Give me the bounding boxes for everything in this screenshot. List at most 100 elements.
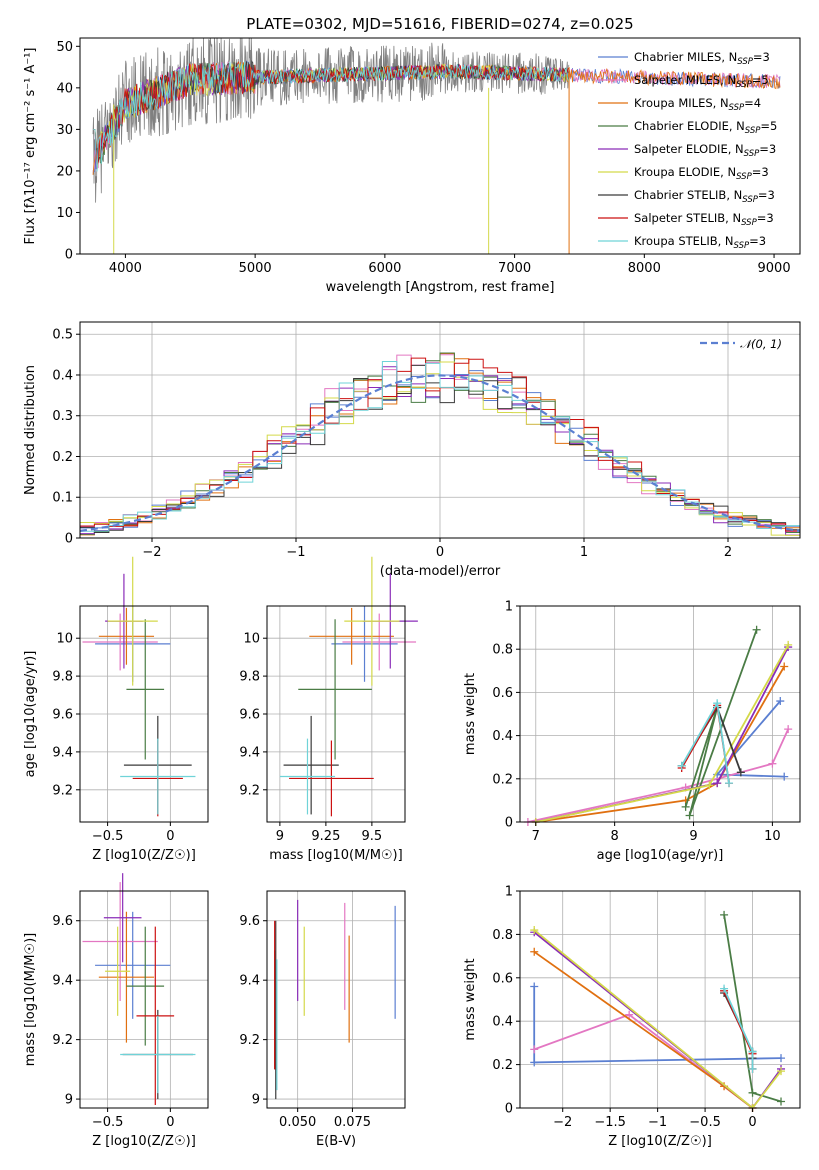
legend-entry-9: Kroupa STELIB, NSSP=3	[634, 234, 766, 251]
legend-value: =3	[758, 188, 775, 202]
x-tick-label: 1	[580, 545, 588, 560]
legend-subscript: SSP	[736, 80, 752, 90]
plot-area	[82, 873, 196, 1106]
x-axis-label: Z [log10(Z/Z☉)]	[92, 1134, 196, 1149]
y-tick-label: 9.2	[52, 783, 73, 798]
weight-marker	[777, 1097, 786, 1106]
x-tick-label: −2	[553, 1115, 572, 1130]
weight-marker	[784, 725, 793, 734]
legend-text: Chabrier ELODIE, N	[634, 119, 745, 133]
plot-area	[80, 352, 800, 538]
legend-entry-2: Salpeter MILES, NSSP=5	[634, 73, 769, 90]
axes-frame	[266, 890, 406, 1109]
y-tick-label: 9.6	[52, 914, 73, 929]
x-tick-label: 9	[276, 829, 284, 844]
weight-marker	[768, 759, 777, 768]
x-tick-label: 9	[689, 829, 697, 844]
x-tick-label: 0.075	[334, 1115, 371, 1130]
y-tick-label: 9.2	[239, 783, 260, 798]
legend-subscript: SSP	[744, 149, 760, 159]
x-tick-label: −0.5	[689, 1115, 721, 1130]
y-tick-label: 9.6	[52, 708, 73, 723]
ebv-mass-panel: 0.050 0.075 9 9.2 9.4 9.6 E(B-V)	[239, 890, 406, 1149]
y-tick-label: 40	[56, 81, 73, 96]
legend-entry-5: Salpeter ELODIE, NSSP=3	[634, 142, 776, 159]
legend-value: =3	[749, 234, 766, 248]
residuals-panel: −2 −1 0 1 2 0 0.1 0.2 0.3 0.4 0.5 (data-model)/erro…	[23, 321, 801, 579]
x-tick-label: 2	[724, 545, 732, 560]
y-tick-label: 0.2	[492, 772, 513, 787]
y-tick-label: 0.6	[492, 686, 513, 701]
x-tick-label: 10	[764, 829, 781, 844]
weight-marker	[677, 761, 686, 770]
weight-marker	[780, 772, 789, 781]
weight-marker	[530, 926, 539, 935]
y-tick-label: 0.2	[492, 1058, 513, 1073]
legend-value: =3	[759, 142, 776, 156]
x-axis-label: mass [log10(M/M☉)]	[269, 848, 402, 863]
weight-marker	[685, 811, 694, 820]
weight-marker	[530, 1058, 539, 1067]
x-tick-label: −1.5	[594, 1115, 626, 1130]
y-tick-label: 9.4	[52, 745, 73, 760]
legend-gaussian-label: 𝒩(0, 1)	[740, 337, 782, 351]
x-axis-label: (data-model)/error	[380, 564, 501, 579]
x-tick-label: 0.050	[279, 1115, 316, 1130]
y-tick-label: 50	[56, 40, 73, 55]
legend-text: Salpeter MILES, N	[634, 73, 736, 87]
legend-value: =3	[753, 50, 770, 64]
axes-frame	[519, 605, 801, 823]
x-tick-label: 9.5	[362, 829, 383, 844]
x-tick-label: −2	[142, 545, 161, 560]
x-tick-label: 4000	[109, 261, 142, 276]
y-tick-label: 9	[65, 1093, 73, 1108]
axes-frame	[79, 890, 209, 1109]
x-tick-label: −0.5	[92, 829, 124, 844]
weight-marker	[752, 625, 761, 634]
x-axis-label: Z [log10(Z/Z☉)]	[92, 848, 196, 863]
y-tick-label: 0.4	[52, 368, 73, 383]
weight-line-2	[527, 728, 790, 823]
plot-area	[279, 556, 418, 817]
legend-text: Salpeter ELODIE, N	[634, 142, 744, 156]
weight-marker	[713, 779, 722, 788]
y-tick-label: 10	[56, 206, 73, 221]
z-age-panel: −0.5 0 9.2 9.4 9.6 9.8 10 Z [log10(Z/Z☉)] age [l…	[23, 556, 209, 863]
weight-marker	[530, 947, 539, 956]
y-tick-label: 0.6	[492, 971, 513, 986]
y-axis-label: mass [log10(M/M☉)]	[23, 933, 38, 1066]
y-axis-label: mass weight	[463, 673, 478, 755]
model-spectrum-9	[93, 61, 569, 172]
x-axis-label: E(B-V)	[316, 1134, 356, 1149]
age-weight-panel: 7 8 9 10 0 0.2 0.4 0.6 0.8 1 age [log10(age/yr)] ma…	[463, 600, 801, 863]
y-tick-label: 0.8	[492, 928, 513, 943]
y-axis-label: mass weight	[463, 958, 478, 1040]
y-axis-label: Normed distribution	[23, 365, 38, 495]
z-mass-panel: −0.5 0 9 9.2 9.4 9.6 Z [log10(Z/Z☉)] mass [log1…	[23, 873, 209, 1149]
weight-marker	[748, 1064, 757, 1073]
x-tick-label: 9.25	[311, 829, 340, 844]
weight-marker	[725, 779, 734, 788]
y-tick-label: 1	[505, 600, 513, 615]
y-tick-label: 9.2	[52, 1033, 73, 1048]
y-tick-label: 9.2	[239, 1033, 260, 1048]
legend-value: =3	[757, 211, 774, 225]
y-axis-label: Flux [fλ10⁻¹⁷ erg cm⁻² s⁻¹ A⁻¹]	[23, 48, 38, 245]
legend-subscript: SSP	[745, 126, 761, 136]
weight-marker	[530, 1045, 539, 1054]
legend-entry-4: Chabrier ELODIE, NSSP=5	[634, 119, 777, 136]
x-tick-label: 7000	[498, 261, 531, 276]
y-axis-label: age [log10(age/yr)]	[23, 651, 38, 778]
weight-marker	[784, 640, 793, 649]
legend-subscript: SSP	[736, 172, 752, 182]
legend-subscript: SSP	[737, 57, 753, 67]
legend-entry-6: Kroupa ELODIE, NSSP=3	[634, 165, 769, 182]
x-tick-label: 6000	[368, 261, 401, 276]
y-tick-label: 0	[65, 532, 73, 547]
y-tick-label: 0.4	[492, 1015, 513, 1030]
residual-histogram-9	[80, 360, 800, 537]
plot-area	[92, 38, 781, 254]
y-tick-label: 0.8	[492, 643, 513, 658]
plot-area	[523, 625, 793, 826]
